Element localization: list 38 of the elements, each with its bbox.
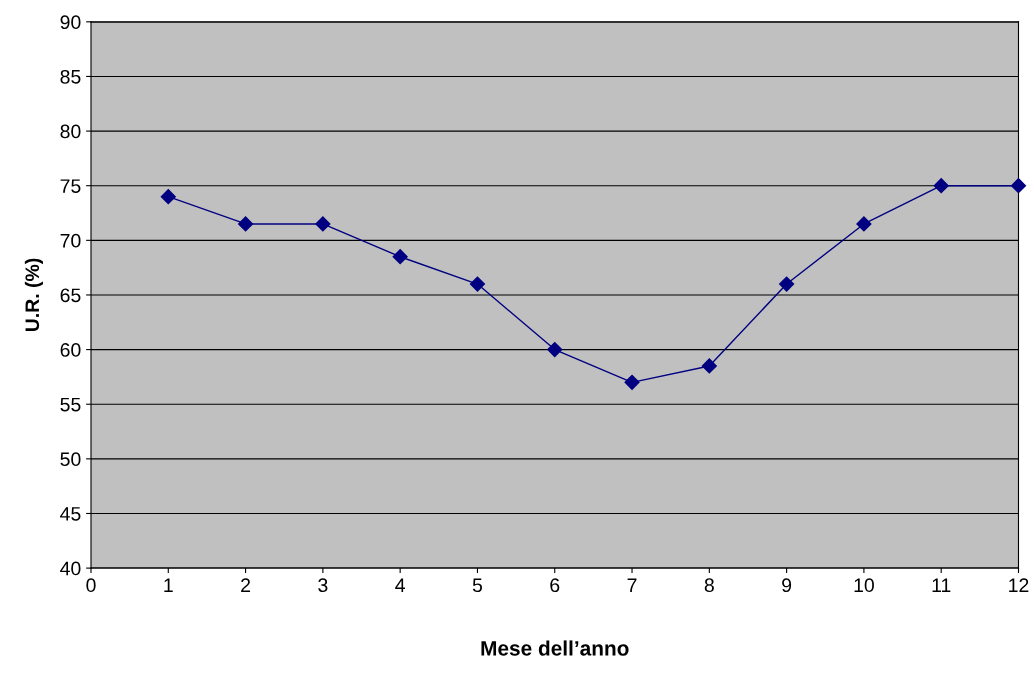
- y-tick-label: 60: [60, 343, 81, 357]
- y-tick-label: 45: [60, 507, 81, 521]
- y-tick-label: 80: [60, 124, 81, 139]
- x-tick-label: 2: [241, 578, 251, 592]
- x-axis-title: Mese dell’anno: [481, 640, 629, 656]
- x-tick-label: 0: [86, 578, 96, 593]
- point: [547, 342, 563, 358]
- point: [933, 178, 949, 194]
- point: [779, 276, 795, 292]
- point: [392, 249, 408, 265]
- x-tick-label: 4: [395, 578, 405, 592]
- point: [856, 216, 872, 232]
- y-axis-title: U.R. (%): [24, 258, 43, 332]
- y-tick-label: 70: [60, 233, 81, 248]
- x-tick-label: 1: [164, 578, 173, 592]
- x-tick-label: 9: [782, 578, 792, 593]
- y-tick-label: 85: [60, 69, 81, 84]
- x-tick-label: 10: [854, 578, 874, 593]
- y-tick-label: 40: [60, 561, 81, 576]
- point: [469, 276, 486, 292]
- point: [238, 216, 254, 232]
- x-tick-label: 7: [627, 578, 637, 592]
- x-tick-label: 11: [932, 578, 951, 592]
- point: [160, 189, 176, 205]
- x-tick-label: 3: [318, 578, 328, 593]
- y-tick-label: 65: [60, 288, 81, 303]
- y-tick-label: 90: [60, 15, 81, 30]
- point: [701, 358, 717, 374]
- point: [1010, 178, 1027, 194]
- point: [624, 374, 640, 390]
- x-tick-label: 6: [550, 578, 560, 593]
- y-tick-label: 55: [60, 397, 81, 412]
- x-tick-label: 5: [472, 578, 483, 593]
- y-tick-label: 75: [60, 179, 81, 193]
- x-tick-label: 8: [704, 578, 714, 593]
- x-tick-label: 12: [1009, 578, 1029, 592]
- y-tick-label: 50: [60, 452, 81, 467]
- point: [315, 216, 331, 232]
